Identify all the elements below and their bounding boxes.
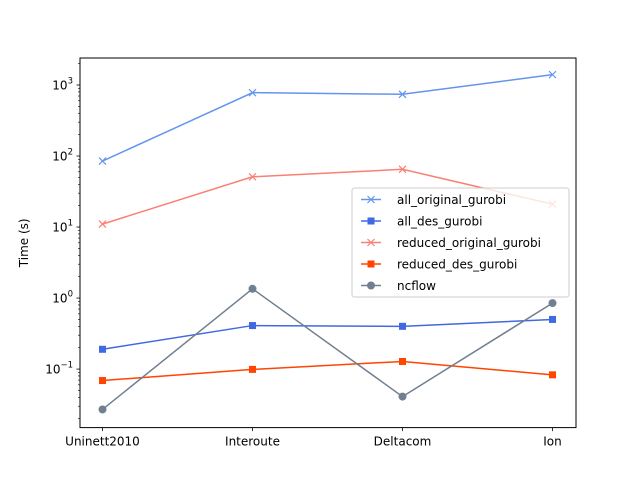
y-axis-label: Time (s)	[17, 218, 31, 268]
data-point-reduced_des_gurobi	[99, 377, 106, 385]
data-point-all_des_gurobi	[99, 345, 106, 353]
y-tick-base: 10	[52, 79, 67, 93]
y-tick-label: 102	[52, 148, 73, 164]
data-point-all_original_gurobi	[98, 157, 107, 165]
y-tick-exponent: 0	[68, 290, 73, 300]
y-tick-exponent: 2	[68, 148, 73, 158]
data-point-all_des_gurobi	[249, 322, 256, 330]
y-tick-base: 10	[52, 292, 67, 306]
y-tick-base: 10	[45, 363, 60, 377]
x-tick-label: Interoute	[225, 435, 280, 449]
y-tick-exponent: −1	[60, 361, 73, 371]
data-point-all_des_gurobi	[549, 315, 556, 323]
legend-label: reduced_des_gurobi	[397, 258, 517, 272]
legend-marker	[367, 217, 375, 225]
y-tick-base: 10	[52, 221, 67, 235]
legend-marker	[367, 238, 375, 247]
data-point-reduced_des_gurobi	[249, 365, 256, 373]
y-tick-label: 10−1	[45, 361, 73, 377]
y-tick-exponent: 3	[68, 77, 73, 87]
data-point-all_original_gurobi	[548, 70, 557, 79]
y-tick-label: 101	[52, 219, 73, 235]
data-point-all_des_gurobi	[399, 322, 406, 330]
legend-marker	[367, 281, 375, 290]
x-tick-label: Deltacom	[374, 435, 432, 449]
series-line-reduced_des_gurobi	[102, 360, 553, 382]
x-axis: Uninett2010 Interoute Deltacom Ion	[65, 427, 562, 449]
legend-box	[351, 187, 570, 298]
legend-label: ncflow	[397, 279, 436, 293]
legend: all_original_gurobi all_des_gurobireduced…	[351, 187, 570, 298]
data-point-reduced_original_gurobi	[398, 165, 407, 174]
data-point-ncflow	[98, 405, 107, 414]
legend-label: all_des_gurobi	[397, 215, 482, 229]
legend-marker	[367, 195, 375, 204]
data-point-reduced_original_gurobi	[248, 172, 257, 181]
y-tick-exponent: 1	[68, 219, 73, 229]
data-point-reduced_original_gurobi	[98, 220, 107, 229]
data-point-reduced_des_gurobi	[549, 371, 556, 379]
series-line-all_original_gurobi	[102, 73, 553, 162]
series-line-all_des_gurobi	[102, 318, 553, 351]
y-tick-base: 10	[52, 150, 67, 164]
data-point-ncflow	[548, 299, 557, 308]
data-point-ncflow	[398, 392, 407, 401]
data-point-reduced_des_gurobi	[399, 357, 406, 365]
series-line-ncflow	[102, 287, 553, 411]
legend-label: all_original_gurobi	[397, 193, 506, 207]
data-point-all_original_gurobi	[248, 88, 257, 97]
y-tick-label: 103	[52, 77, 73, 93]
legend-label: reduced_original_gurobi	[397, 236, 541, 250]
x-tick-label: Ion	[543, 435, 562, 449]
legend-marker	[367, 260, 375, 268]
data-point-ncflow	[248, 284, 257, 293]
x-tick-label: Uninett2010	[65, 435, 140, 449]
series-line-reduced_original_gurobi	[102, 168, 553, 225]
data-point-all_original_gurobi	[398, 90, 407, 99]
y-tick-label: 100	[52, 290, 73, 306]
